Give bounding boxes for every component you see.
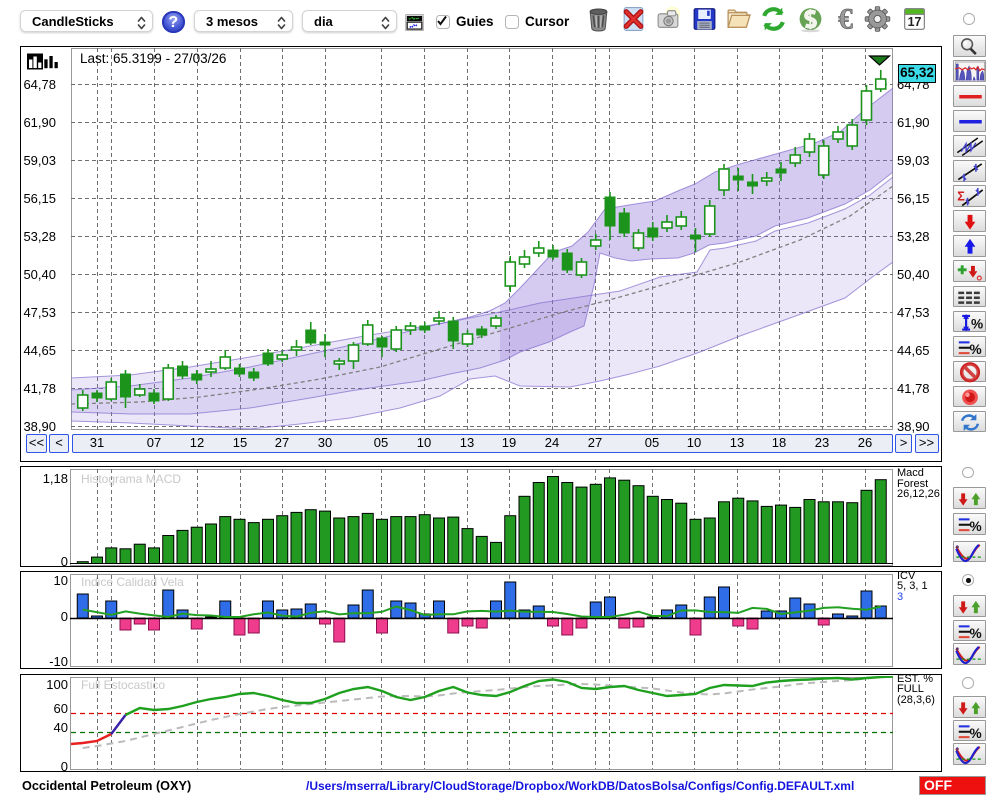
svg-text:%: %	[970, 342, 982, 357]
svg-text:%: %	[971, 316, 983, 331]
svg-text:%: %	[970, 626, 982, 641]
svg-text:17: 17	[908, 15, 922, 29]
svg-text:Σ: Σ	[957, 190, 965, 204]
svg-text:%: %	[970, 726, 982, 741]
svg-text:%: %	[970, 519, 982, 534]
svg-text:€: €	[838, 5, 853, 33]
